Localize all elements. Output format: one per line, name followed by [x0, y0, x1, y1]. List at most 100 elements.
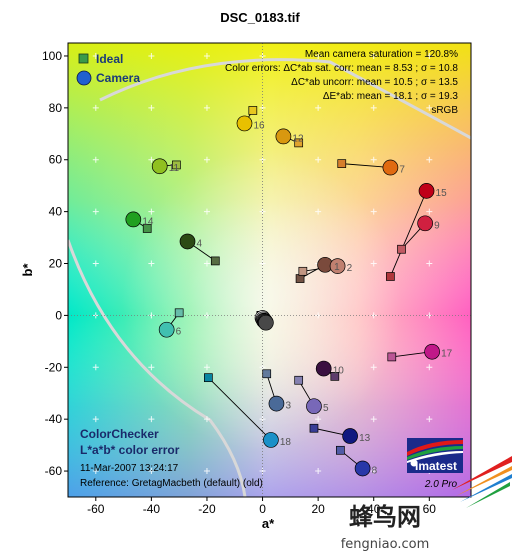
patch-label-12: 12	[292, 133, 304, 144]
y-ticks: -60 -40 -20 0 20 40 60 80 100	[42, 49, 68, 478]
grid-mark	[370, 104, 377, 111]
camera-marker-6	[158, 321, 175, 338]
grid-mark	[203, 104, 210, 111]
x-axis-label: a*	[262, 516, 275, 531]
grid-mark	[370, 208, 377, 215]
grid-mark	[370, 416, 377, 423]
x-tick-label-0: -60	[87, 502, 105, 516]
x-tick-label-5: 40	[367, 502, 381, 516]
ideal-marker-12	[294, 138, 304, 148]
watermark-brand: 蜂鸟网	[349, 503, 421, 531]
plot-frame	[67, 42, 472, 498]
patch-label-17: 17	[441, 349, 453, 360]
grid-mark	[148, 104, 155, 111]
patch-label-9: 9	[434, 220, 440, 231]
camera-marker-4	[179, 233, 196, 250]
gamut-boundary-top	[99, 58, 471, 140]
grid-mark	[148, 416, 155, 423]
camera-marker-2	[329, 258, 346, 274]
y-tick-label-6: 60	[49, 153, 63, 167]
grid-mark	[426, 104, 433, 111]
ideal-marker-13	[309, 423, 319, 433]
patch-label-16: 16	[253, 120, 265, 131]
grid-mark	[315, 104, 322, 111]
info-line-sat-corr: Color errors: ΔC*ab sat. corr: mean = 8.…	[225, 63, 458, 74]
patch-label-11: 11	[169, 163, 180, 174]
grid-mark	[426, 364, 433, 371]
ideal-marker-3	[262, 369, 272, 379]
legend-camera-swatch	[76, 70, 92, 86]
y-tick-label-8: 100	[42, 49, 62, 63]
grid-mark	[203, 468, 210, 475]
footer-date: 11-Mar-2007 13:24:17	[80, 463, 179, 474]
y-tick-label-5: 40	[49, 205, 63, 219]
y-tick-label-0: -60	[45, 464, 63, 478]
patch-label-2: 2	[347, 263, 353, 274]
legend-ideal-label: Ideal	[96, 52, 123, 66]
grid-mark	[92, 208, 99, 215]
camera-marker-8	[354, 460, 371, 477]
info-line-colorspace: sRGB	[431, 105, 458, 116]
camera-marker-13	[342, 428, 358, 444]
patch-label-4: 4	[197, 238, 203, 249]
patch-label-7: 7	[399, 165, 405, 176]
plot-background-center	[122, 150, 402, 450]
legend-camera-label: Camera	[96, 71, 140, 85]
patch-label-14: 14	[142, 216, 154, 227]
ideal-marker-1	[295, 274, 305, 283]
grid-mark	[315, 52, 322, 59]
grid-mark	[148, 468, 155, 475]
grid-mark	[315, 156, 322, 163]
y-tick-label-4: 20	[49, 257, 63, 271]
ideal-marker-5	[294, 375, 304, 385]
camera-marker-16	[236, 115, 253, 132]
ideal-marker-11	[172, 160, 181, 170]
footer-title-1: ColorChecker	[80, 427, 159, 441]
grid-mark	[370, 468, 377, 475]
x-tick-label-1: -40	[143, 502, 161, 516]
logo-dot	[410, 459, 418, 467]
bird-logo-icon	[452, 456, 512, 508]
camera-marker-18	[263, 432, 279, 448]
footer-title-2: L*a*b* color error	[80, 443, 180, 457]
y-tick-label-3: 0	[55, 308, 62, 322]
grid-mark	[315, 208, 322, 215]
grid-mark	[203, 52, 210, 59]
camera-marker-14	[125, 211, 142, 228]
x-tick-label-6: 60	[423, 502, 437, 516]
camera-marker-12	[275, 128, 292, 145]
grid-mark	[370, 364, 377, 371]
logo-name: Imatest	[415, 459, 457, 473]
imatest-logo: Imatest 2.0 Pro	[407, 438, 463, 490]
grid-mark	[426, 52, 433, 59]
info-line-uncorr: ΔC*ab uncorr: mean = 10.5 ; σ = 13.5	[291, 77, 458, 88]
logo-stripes	[407, 440, 463, 456]
chart-title: DSC_0183.tif	[220, 10, 300, 25]
grid-mark	[203, 364, 210, 371]
footer-notes: ColorChecker L*a*b* color error 11-Mar-2…	[80, 427, 263, 489]
ideal-marker-4	[210, 256, 220, 266]
grid-mark	[92, 364, 99, 371]
grid-mark	[203, 156, 210, 163]
grid-mark	[370, 156, 377, 163]
legend-ideal-swatch	[78, 53, 89, 64]
legend: Ideal Camera	[76, 52, 140, 86]
info-line-delta-e: ΔE*ab: mean = 18.1 ; σ = 19.3	[323, 91, 459, 102]
grid-mark	[92, 52, 99, 59]
patch-label-15: 15	[436, 188, 448, 199]
grid-mark	[426, 156, 433, 163]
ideal-marker-7	[337, 159, 347, 168]
x-tick-label-2: -20	[198, 502, 216, 516]
ideal-marker-6	[174, 308, 184, 318]
grid-mark	[203, 260, 210, 267]
connector-7	[341, 163, 391, 168]
footer-reference: Reference: GretagMacbeth (default) (old)	[80, 478, 263, 489]
camera-markers	[125, 115, 440, 477]
gamut-boundary-left	[68, 239, 247, 497]
camera-marker-7	[382, 159, 399, 176]
ideal-marker-18	[204, 373, 213, 383]
ideal-marker-8	[336, 445, 345, 455]
grid-mark	[315, 468, 322, 475]
